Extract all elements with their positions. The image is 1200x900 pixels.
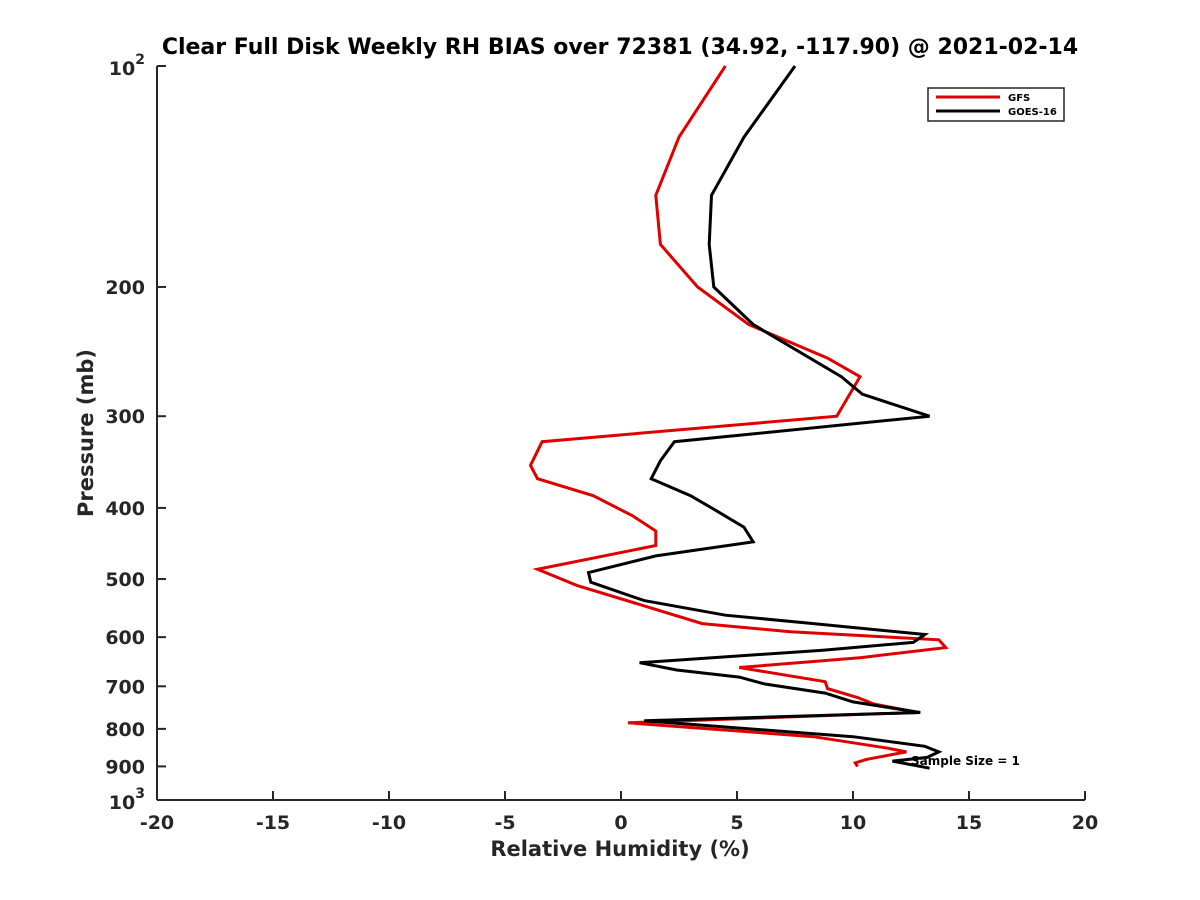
y-tick-label: 800 xyxy=(105,719,145,741)
y-tick-label: 500 xyxy=(105,569,145,591)
y-tick-label: 900 xyxy=(105,756,145,778)
y-tick-base: 10 xyxy=(109,58,135,80)
annotations: Sample Size = 1 xyxy=(911,754,1020,768)
plot-area xyxy=(156,66,1085,801)
legend: GFS GOES-16 xyxy=(927,87,1065,122)
x-tick-label: 10 xyxy=(840,812,866,834)
sample-size-annotation: Sample Size = 1 xyxy=(911,754,1020,768)
y-tick-label: 200 xyxy=(105,277,145,299)
x-tick-label: 15 xyxy=(956,812,982,834)
chart-title: Clear Full Disk Weekly RH BIAS over 7238… xyxy=(162,35,1078,60)
y-tick-exponent: 3 xyxy=(135,786,145,802)
series-line-goes-16 xyxy=(586,65,943,770)
series-layer xyxy=(528,65,949,770)
x-tick-label: 20 xyxy=(1072,812,1098,834)
y-axis-title: Pressure (mb) xyxy=(74,349,98,517)
y-tick-exponent: 2 xyxy=(135,52,145,68)
legend-label: GFS xyxy=(1008,93,1030,104)
series-line-gfs xyxy=(528,65,949,768)
y-tick-label: 102 xyxy=(109,52,145,80)
x-tick-label: -5 xyxy=(494,812,515,834)
y-tick-label: 300 xyxy=(105,406,145,428)
legend-box xyxy=(927,87,1065,122)
y-tick-label: 600 xyxy=(105,627,145,649)
y-tick-base: 10 xyxy=(109,792,135,814)
legend-label: GOES-16 xyxy=(1008,107,1057,118)
x-tick-label: -20 xyxy=(140,812,174,834)
x-tick-label: -10 xyxy=(372,812,406,834)
x-axis: -20 -15 -10 -5 0 5 10 15 20 xyxy=(140,791,1098,834)
y-tick-label: 103 xyxy=(109,786,145,814)
x-tick-label: 5 xyxy=(730,812,743,834)
x-tick-label: 0 xyxy=(614,812,627,834)
y-tick-label: 400 xyxy=(105,498,145,520)
x-axis-title: Relative Humidity (%) xyxy=(490,837,749,861)
y-tick-label: 700 xyxy=(105,676,145,698)
x-tick-label: -15 xyxy=(256,812,290,834)
